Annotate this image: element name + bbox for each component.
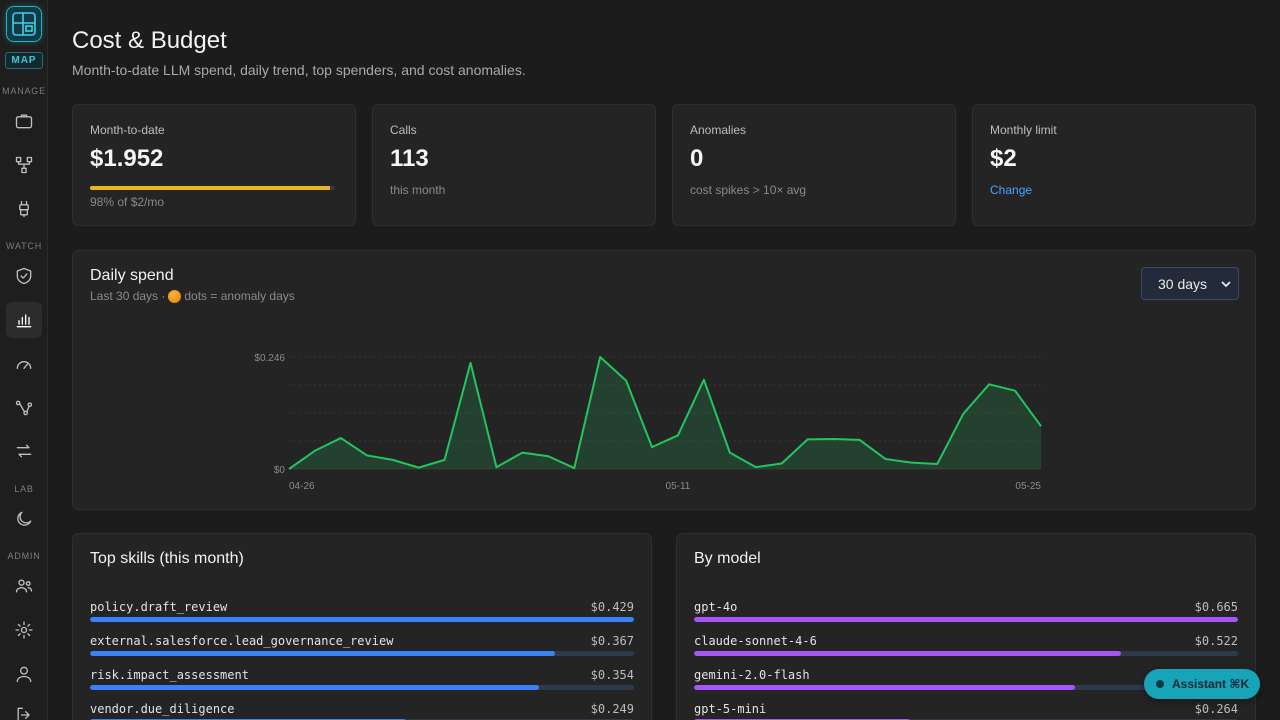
top-skills-title: Top skills (this month) [90,550,244,567]
gauge-icon[interactable] [6,347,42,383]
model-row: gemini-2.0-flash [694,668,1238,698]
model-bar-track [694,651,1238,656]
model-value: $0.665 [1194,600,1238,614]
skill-bar-fill [90,617,634,622]
change-limit-link[interactable]: Change [990,183,1033,197]
skill-row: external.salesforce.lead_governance_revi… [90,634,634,664]
skill-bar-track [90,685,634,690]
kpi-note: 98% of $2/mo [90,195,165,209]
sidebar: MAP MANAGE WATCH LAB ADMIN [0,0,48,720]
kpi-value: 113 [390,145,429,172]
page-subtitle: Month-to-date LLM spend, daily trend, to… [72,62,526,78]
spend-series-line [288,356,1042,470]
section-label-admin: ADMIN [7,551,41,561]
model-bar-track [694,617,1238,622]
kpi-value: 0 [690,145,704,172]
model-bar-fill [694,617,1238,622]
kpi-label: Monthly limit [990,123,1057,137]
route-icon[interactable] [6,390,42,426]
section-label-manage: MANAGE [2,86,46,96]
x-tick-label: 05-11 [666,481,691,492]
app-logo-icon[interactable] [6,6,42,42]
skill-row: policy.draft_review $0.429 [90,600,634,630]
spend-area [289,357,1041,469]
skill-value: $0.429 [590,600,634,614]
model-name: gpt-5-mini [694,702,767,716]
chevron-down-icon [1221,281,1231,288]
chart-title: Daily spend [90,267,174,284]
skill-name: vendor.due_diligence [90,702,235,716]
kpi-value: $2 [990,145,1017,172]
skill-bar-fill [90,651,556,656]
plug-icon[interactable] [6,191,42,227]
skill-bar-track [90,651,634,656]
briefcase-icon[interactable] [6,103,42,139]
map-badge: MAP [5,52,43,69]
anomaly-dot-icon [168,289,182,303]
skill-bar-track [90,617,634,622]
model-bar-fill [694,685,1075,690]
chart-subtitle-pre: Last 30 days · [90,289,166,303]
budget-progress-fill [90,186,331,190]
skill-value: $0.249 [590,702,634,716]
skill-name: policy.draft_review [90,600,228,614]
top-skills-card: Top skills (this month) policy.draft_rev… [72,533,652,720]
range-select-value: 30 days [1158,275,1208,292]
hierarchy-icon[interactable] [6,147,42,183]
model-bar-track [694,685,1238,690]
user-icon[interactable] [6,656,42,692]
kpi-label: Month-to-date [90,123,165,137]
gear-icon[interactable] [6,612,42,648]
skill-row: vendor.due_diligence $0.249 [90,702,634,720]
chart-subtitle: Last 30 days · dots = anomaly days [90,289,295,303]
section-label-lab: LAB [14,484,34,494]
skill-value: $0.354 [590,668,634,682]
kpi-card-calls: Calls 113 this month [372,104,656,226]
section-label-watch: WATCH [6,241,42,251]
model-row: gpt-4o $0.665 [694,600,1238,630]
y-tick-label: $0 [274,465,286,476]
assistant-status-dot [1156,680,1164,688]
skill-row: risk.impact_assessment $0.354 [90,668,634,698]
range-select[interactable]: 30 days [1141,267,1239,300]
model-value: $0.522 [1194,634,1238,648]
budget-progress-bar [90,186,335,190]
skill-name: risk.impact_assessment [90,668,249,682]
y-tick-label: $0.246 [254,353,285,364]
chart-subtitle-post: dots = anomaly days [184,289,295,303]
model-bar-fill [694,651,1122,656]
kpi-card-monthly-limit: Monthly limit $2 Change [972,104,1256,226]
x-tick-label: 05-25 [1015,481,1041,492]
model-name: claude-sonnet-4-6 [694,634,817,648]
skill-name: external.salesforce.lead_governance_revi… [90,634,394,648]
by-model-title: By model [694,550,761,567]
model-row: gpt-5-mini $0.264 [694,702,1238,720]
kpi-card-anomalies: Anomalies 0 cost spikes > 10× avg [672,104,956,226]
moon-icon[interactable] [6,501,42,537]
users-icon[interactable] [6,568,42,604]
page-title: Cost & Budget [72,27,227,54]
arrows-exchange-icon[interactable] [6,433,42,469]
kpi-note: cost spikes > 10× avg [690,183,807,197]
shield-check-icon[interactable] [6,258,42,294]
model-name: gemini-2.0-flash [694,668,810,682]
kpi-note: this month [390,183,446,197]
x-tick-label: 04-26 [289,481,315,492]
assistant-button[interactable]: Assistant ⌘K [1144,669,1260,699]
kpi-card-month-to-date: Month-to-date $1.952 98% of $2/mo [72,104,356,226]
model-name: gpt-4o [694,600,738,614]
daily-spend-card: Daily spend Last 30 days · dots = anomal… [72,250,1256,510]
kpi-value: $1.952 [90,145,164,172]
kpi-label: Calls [390,123,417,137]
kpi-label: Anomalies [690,123,747,137]
skill-value: $0.367 [590,634,634,648]
skill-bar-fill [90,685,539,690]
bar-chart-icon[interactable] [6,302,42,338]
model-value: $0.264 [1194,702,1238,716]
model-row: claude-sonnet-4-6 $0.522 [694,634,1238,664]
logout-icon[interactable] [6,697,42,720]
assistant-label: Assistant ⌘K [1172,677,1250,691]
